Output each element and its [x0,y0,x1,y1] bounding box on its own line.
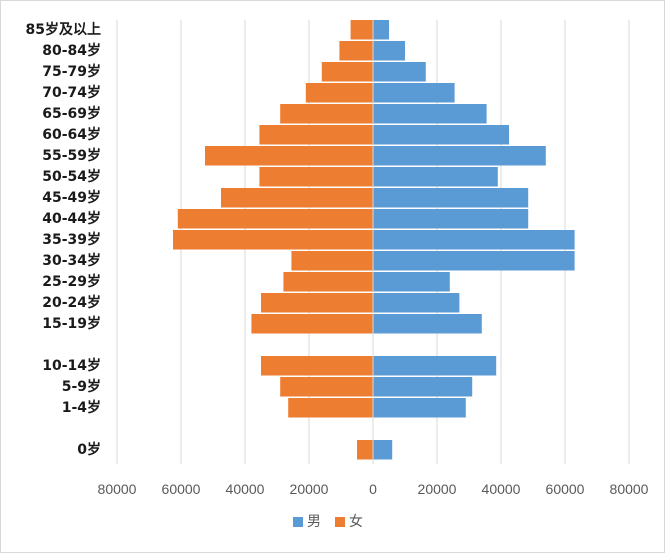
bar-male-11 [373,251,575,271]
bar-male-10 [373,230,575,250]
bar-female-16 [261,356,373,376]
x-tick-label-3: 20000 [290,481,329,497]
legend: 男女 [293,513,363,530]
x-tick-label-7: 60000 [546,481,585,497]
category-label-10: 35-39岁 [42,231,101,248]
bar-male-4 [373,104,487,124]
x-tick-label-5: 20000 [418,481,457,497]
category-label-2: 75-79岁 [42,63,101,80]
category-label-1: 80-84岁 [42,42,101,59]
bar-male-6 [373,146,546,166]
category-label-8: 45-49岁 [42,189,101,206]
bar-male-14 [373,314,482,334]
bar-male-0 [373,20,389,40]
bar-male-18 [373,398,466,418]
bar-female-13 [261,293,373,313]
bar-male-9 [373,209,529,229]
bar-male-2 [373,62,426,82]
bar-male-13 [373,293,460,313]
legend-label-female: 女 [349,513,363,530]
bar-female-6 [205,146,373,166]
bar-female-2 [321,62,373,82]
category-label-4: 65-69岁 [42,105,101,122]
bar-female-12 [283,272,373,292]
bar-male-17 [373,377,473,397]
x-tick-label-4: 0 [369,481,377,497]
category-label-3: 70-74岁 [42,84,101,101]
category-label-16: 10-14岁 [42,357,101,374]
x-tick-labels: 80000 60000 40000 20000 0 20000 40000 60000 8000… [98,481,649,497]
category-label-14: 15-19岁 [42,315,101,332]
bar-male-5 [373,125,509,145]
category-label-13: 20-24岁 [42,294,101,311]
legend-swatch-male [293,517,303,527]
x-tick-label-2: 40000 [226,481,265,497]
bar-female-11 [291,251,373,271]
x-tick-label-8: 80000 [610,481,649,497]
bar-female-3 [305,83,373,103]
bar-male-8 [373,188,529,208]
bar-female-5 [259,125,373,145]
bar-female-7 [259,167,373,187]
category-label-9: 40-44岁 [42,210,101,227]
bar-male-20 [373,440,393,460]
bar-male-1 [373,41,405,61]
bar-female-14 [251,314,373,334]
category-label-11: 30-34岁 [42,252,101,269]
x-tick-label-0: 80000 [98,481,137,497]
legend-label-male: 男 [307,514,321,530]
category-labels: 85岁及以上 80-84岁 75-79岁 70-74岁 65-69岁 60-64岁 55-5… [26,21,101,458]
bar-female-9 [177,209,373,229]
category-label-12: 25-29岁 [42,273,101,290]
bars [173,20,575,464]
category-label-7: 50-54岁 [42,168,101,185]
category-label-6: 55-59岁 [42,147,101,164]
x-tick-label-1: 60000 [162,481,201,497]
bar-female-0 [350,20,373,40]
bar-male-3 [373,83,455,103]
category-label-20: 0岁 [77,441,101,458]
bar-female-8 [221,188,373,208]
category-label-0: 85岁及以上 [26,21,101,38]
bar-male-7 [373,167,498,187]
bar-male-12 [373,272,450,292]
bar-female-10 [173,230,373,250]
bar-female-4 [280,104,373,124]
bar-female-17 [280,377,373,397]
bar-male-16 [373,356,497,376]
category-label-17: 5-9岁 [62,378,101,395]
bar-female-18 [288,398,373,418]
legend-swatch-female [335,517,345,527]
bar-female-20 [357,440,373,460]
category-label-18: 1-4岁 [62,399,101,416]
category-label-5: 60-64岁 [42,126,101,143]
bar-female-1 [339,41,373,61]
x-tick-label-6: 40000 [482,481,521,497]
